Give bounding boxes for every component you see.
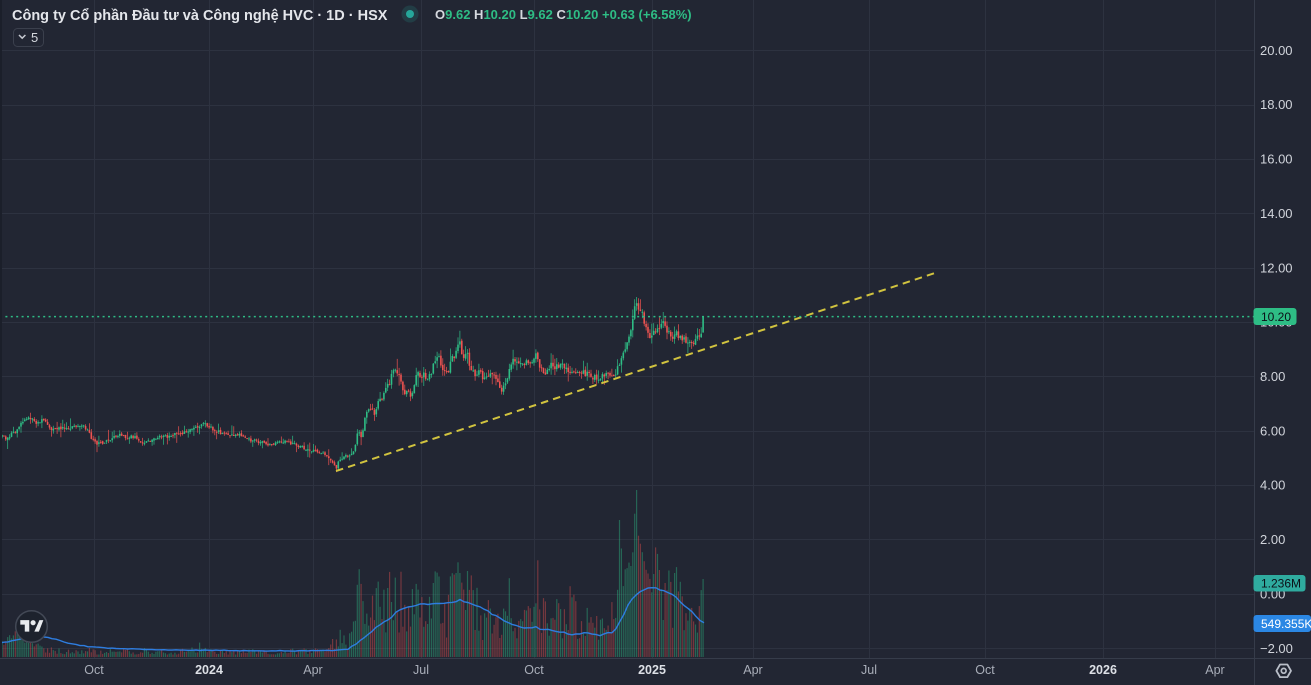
svg-text:Oct: Oct xyxy=(524,663,544,677)
svg-text:1.236M: 1.236M xyxy=(1261,577,1301,591)
svg-text:549.355K: 549.355K xyxy=(1261,617,1311,631)
svg-text:Jul: Jul xyxy=(861,663,877,677)
svg-text:5: 5 xyxy=(31,30,38,45)
svg-text:2025: 2025 xyxy=(638,663,666,677)
svg-text:Công ty Cổ phần Đầu tư và Công: Công ty Cổ phần Đầu tư và Công nghệ HVC … xyxy=(12,8,388,24)
svg-text:2026: 2026 xyxy=(1089,663,1117,677)
svg-text:4.00: 4.00 xyxy=(1260,478,1285,493)
svg-text:2024: 2024 xyxy=(195,663,223,677)
svg-text:Oct: Oct xyxy=(84,663,104,677)
svg-text:12.00: 12.00 xyxy=(1260,260,1293,275)
svg-text:20.00: 20.00 xyxy=(1260,43,1293,58)
svg-text:Jul: Jul xyxy=(413,663,429,677)
svg-text:−2.00: −2.00 xyxy=(1260,641,1293,656)
svg-text:18.00: 18.00 xyxy=(1260,97,1293,112)
svg-text:6.00: 6.00 xyxy=(1260,423,1285,438)
svg-text:O9.62 H10.20 L9.62 C10.20 +0.6: O9.62 H10.20 L9.62 C10.20 +0.63 (+6.58%) xyxy=(435,7,692,22)
svg-text:16.00: 16.00 xyxy=(1260,152,1293,167)
svg-text:Apr: Apr xyxy=(743,663,762,677)
svg-text:Apr: Apr xyxy=(303,663,322,677)
svg-text:Apr: Apr xyxy=(1205,663,1224,677)
svg-text:10.20: 10.20 xyxy=(1261,310,1291,324)
svg-text:14.00: 14.00 xyxy=(1260,206,1293,221)
svg-text:2.00: 2.00 xyxy=(1260,532,1285,547)
svg-text:8.00: 8.00 xyxy=(1260,369,1285,384)
svg-text:Oct: Oct xyxy=(975,663,995,677)
